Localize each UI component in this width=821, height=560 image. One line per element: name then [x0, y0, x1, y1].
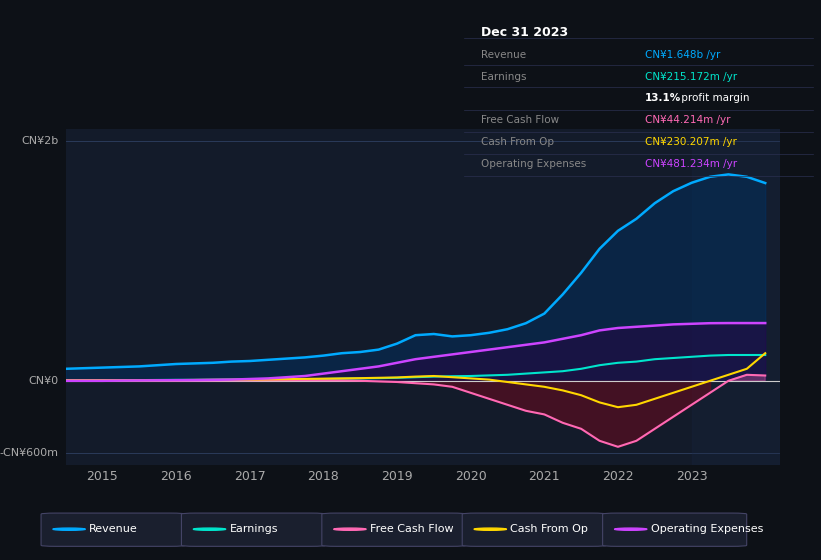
- Circle shape: [474, 528, 507, 530]
- Circle shape: [614, 528, 647, 530]
- Text: 13.1%: 13.1%: [645, 93, 681, 102]
- FancyBboxPatch shape: [41, 513, 186, 547]
- FancyBboxPatch shape: [462, 513, 606, 547]
- Text: Cash From Op: Cash From Op: [511, 524, 588, 534]
- Text: Cash From Op: Cash From Op: [481, 137, 554, 147]
- Text: CN¥215.172m /yr: CN¥215.172m /yr: [645, 72, 737, 82]
- Text: Operating Expenses: Operating Expenses: [651, 524, 763, 534]
- Text: Earnings: Earnings: [230, 524, 278, 534]
- Text: CN¥0: CN¥0: [29, 376, 58, 386]
- Text: CN¥1.648b /yr: CN¥1.648b /yr: [645, 50, 721, 60]
- Text: CN¥481.234m /yr: CN¥481.234m /yr: [645, 159, 737, 169]
- Circle shape: [53, 528, 85, 530]
- Text: Earnings: Earnings: [481, 72, 527, 82]
- Text: Revenue: Revenue: [89, 524, 138, 534]
- Text: Dec 31 2023: Dec 31 2023: [481, 26, 568, 39]
- FancyBboxPatch shape: [181, 513, 325, 547]
- Text: Revenue: Revenue: [481, 50, 526, 60]
- Text: -CN¥600m: -CN¥600m: [0, 448, 58, 458]
- Text: profit margin: profit margin: [678, 93, 750, 102]
- Text: Operating Expenses: Operating Expenses: [481, 159, 586, 169]
- Text: CN¥44.214m /yr: CN¥44.214m /yr: [645, 115, 731, 125]
- Text: Free Cash Flow: Free Cash Flow: [370, 524, 453, 534]
- Circle shape: [333, 528, 366, 530]
- Text: Free Cash Flow: Free Cash Flow: [481, 115, 559, 125]
- FancyBboxPatch shape: [603, 513, 747, 547]
- FancyBboxPatch shape: [322, 513, 466, 547]
- Text: CN¥2b: CN¥2b: [21, 136, 58, 146]
- Text: CN¥230.207m /yr: CN¥230.207m /yr: [645, 137, 737, 147]
- Circle shape: [193, 528, 226, 530]
- Bar: [691, 129, 780, 465]
